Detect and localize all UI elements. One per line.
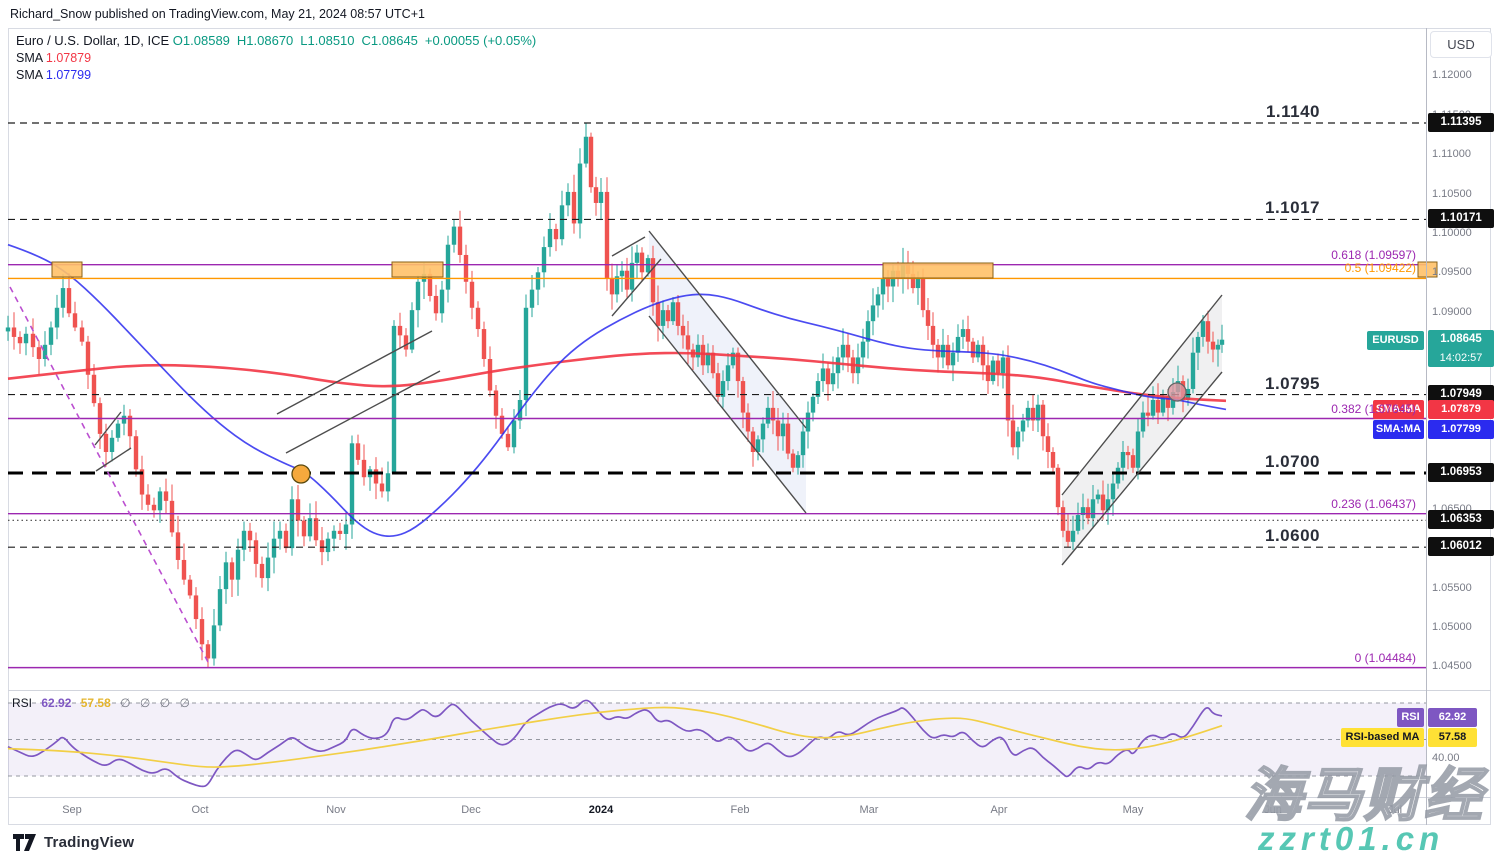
last-price-symbol-tag: EURUSD xyxy=(1367,331,1424,350)
sma-red-tag: SMA:MA xyxy=(1373,400,1424,419)
rsi-badge-tag: RSI xyxy=(1397,708,1424,727)
time-axis-label-Mar[interactable]: Mar xyxy=(859,804,879,816)
time-axis-label-Dec[interactable]: Dec xyxy=(461,804,481,816)
time-axis-label-Apr[interactable]: Apr xyxy=(990,804,1008,816)
ohlc-values: O1.08589 H1.08670 L1.08510 C1.08645 +0.00055… xyxy=(172,33,537,48)
price-tick: 1.12000 xyxy=(1432,69,1472,82)
price-tick: 1.05000 xyxy=(1432,620,1472,633)
time-axis-separator[interactable] xyxy=(8,797,1491,798)
sma1-value: 1.07879 xyxy=(45,51,92,65)
price-tick: 1.09500 xyxy=(1432,266,1472,279)
fib-label: 0 (1.04484) xyxy=(1354,650,1416,665)
price-tick: 1.11000 xyxy=(1432,148,1471,161)
sma1-label: SMA xyxy=(16,51,43,65)
price-level-badge: 1.06353 xyxy=(1428,510,1494,530)
watermark-cjk: 海马财经 xyxy=(1243,762,1485,829)
price-level-badge: 1.11395 xyxy=(1428,112,1494,132)
symbol-title[interactable]: Euro / U.S. Dollar, 1D, ICE xyxy=(16,33,170,48)
price-level-badge: 1.06012 xyxy=(1428,537,1494,557)
sma2-label: SMA xyxy=(16,68,43,82)
time-axis-label-Oct[interactable]: Oct xyxy=(191,804,209,816)
price-axis-border xyxy=(1426,28,1427,825)
last-price-timer: 14:02:57 xyxy=(1439,352,1483,364)
currency-unit-button[interactable]: USD xyxy=(1430,31,1492,58)
price-level-badge: 1.06953 xyxy=(1428,463,1494,483)
sma-blue-value-badge: 1.07799 xyxy=(1428,420,1494,439)
time-axis-label-Nov[interactable]: Nov xyxy=(326,804,346,816)
symbol-legend[interactable]: Euro / U.S. Dollar, 1D, ICE O1.08589 H1.0… xyxy=(16,33,543,82)
rsi-ma-badge-tag: RSI-based MA xyxy=(1341,728,1424,747)
fib-label: 0.5 (1.09422) xyxy=(1344,261,1416,276)
rsi-hidden-icon[interactable]: ∅ xyxy=(179,696,190,710)
rsi-hidden-icon[interactable]: ∅ xyxy=(159,696,171,710)
last-price-badge: 1.08645 14:02:57 xyxy=(1428,330,1494,367)
fib-label: 0.618 (1.09597) xyxy=(1331,247,1416,262)
tradingview-brand: TradingView xyxy=(44,833,135,851)
time-axis-label-Jun[interactable]: Jun xyxy=(1264,804,1282,816)
publish-line: Richard_Snow published on TradingView.co… xyxy=(10,7,425,21)
time-axis-label-May[interactable]: May xyxy=(1122,804,1144,816)
rsi-hidden-icon[interactable]: ∅ xyxy=(139,696,151,710)
level-label-1.0700: 1.0700 xyxy=(1265,452,1320,472)
rsi-ma-badge-value: 57.58 xyxy=(1428,728,1477,747)
level-label-1.0795: 1.0795 xyxy=(1265,373,1320,393)
legend-row-sma2[interactable]: SMA 1.07799 xyxy=(16,68,543,82)
time-axis-label-Feb[interactable]: Feb xyxy=(730,804,750,816)
sma-blue-tag: SMA:MA xyxy=(1373,420,1424,439)
sma-red-value-badge: 1.07879 xyxy=(1428,400,1494,419)
time-axis-label-2024[interactable]: 2024 xyxy=(588,804,614,816)
tradingview-attribution[interactable]: TradingView xyxy=(13,831,134,853)
time-axis-label-Jul[interactable]: Jul xyxy=(1387,804,1403,816)
legend-row-symbol: Euro / U.S. Dollar, 1D, ICE O1.08589 H1.0… xyxy=(16,33,543,48)
sma2-value: 1.07799 xyxy=(45,68,92,82)
price-level-badge: 1.10171 xyxy=(1428,209,1494,229)
rsi-ma-value: 57.58 xyxy=(80,696,111,710)
last-price-value: 1.08645 xyxy=(1440,333,1482,345)
watermark-site: zzrt01.cn xyxy=(1258,820,1445,857)
rsi-value: 62.92 xyxy=(41,696,72,710)
price-tick: 1.09000 xyxy=(1432,305,1472,318)
level-label-1.1140: 1.1140 xyxy=(1265,101,1320,121)
pane-separator[interactable] xyxy=(8,690,1491,691)
level-label-1.0600: 1.0600 xyxy=(1265,526,1320,546)
price-tick: 1.10500 xyxy=(1432,187,1472,200)
level-label-1.1017: 1.1017 xyxy=(1265,198,1320,218)
price-tick: 1.04500 xyxy=(1432,660,1472,673)
fib-label: 0.236 (1.06437) xyxy=(1331,496,1416,511)
price-level-badge: 1.07949 xyxy=(1428,384,1494,404)
rsi-title: RSI xyxy=(12,696,33,710)
rsi-axis-tick: 40.00 xyxy=(1432,752,1460,764)
price-tick: 1.05500 xyxy=(1432,581,1472,594)
tradingview-logo-icon xyxy=(13,833,36,851)
price-tick: 1.10000 xyxy=(1432,226,1472,239)
time-axis-label-Sep[interactable]: Sep xyxy=(62,804,82,816)
rsi-badge-value: 62.92 xyxy=(1428,708,1477,727)
rsi-legend[interactable]: RSI 62.92 57.58 ∅ ∅ ∅ ∅ xyxy=(12,696,196,710)
rsi-hidden-icon[interactable]: ∅ xyxy=(120,696,131,710)
legend-row-sma1[interactable]: SMA 1.07879 xyxy=(16,51,543,65)
fib-label: 0.382 (1.07645) xyxy=(1331,401,1416,416)
